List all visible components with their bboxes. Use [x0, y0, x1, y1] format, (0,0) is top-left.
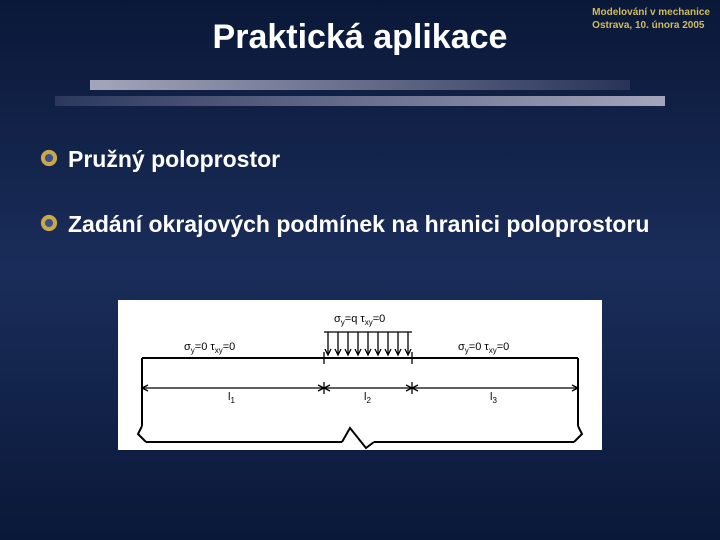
bullet-2: Zadání okrajových podmínek na hranici po…: [40, 210, 660, 239]
bullet-icon: [40, 214, 58, 232]
bullet-2-text: Zadání okrajových podmínek na hranici po…: [68, 210, 649, 239]
label-top-load: σy=q τxy=0: [334, 313, 385, 327]
bullet-1-text: Pružný poloprostor: [68, 145, 280, 174]
decorative-bar-2: [55, 96, 665, 106]
bullet-1: Pružný poloprostor: [40, 145, 660, 174]
label-l2: l2: [364, 391, 371, 405]
load-arrows: [325, 332, 411, 355]
decorative-bar-1: [90, 80, 630, 90]
label-right-bc: σy=0 τxy=0: [458, 341, 509, 355]
label-left-bc: σy=0 τxy=0: [184, 341, 235, 355]
label-l1: l1: [228, 391, 235, 405]
diagram-svg: σy=q τxy=0 σy=0 τxy=0 σy=0 τxy=0 l1 l2 l…: [118, 300, 602, 450]
boundary-diagram: σy=q τxy=0 σy=0 τxy=0 σy=0 τxy=0 l1 l2 l…: [118, 300, 602, 450]
label-l3: l3: [490, 391, 497, 405]
slide-title: Praktická aplikace: [0, 18, 720, 57]
bullet-icon: [40, 149, 58, 167]
